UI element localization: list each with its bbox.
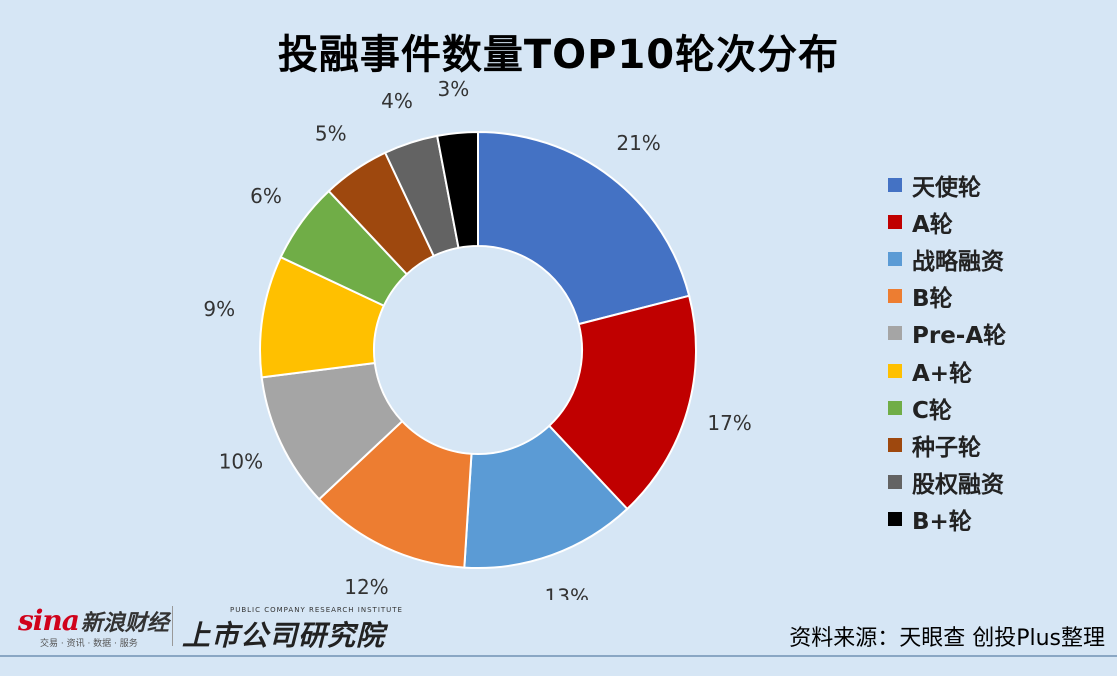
legend-swatch (888, 251, 902, 266)
data-label-B轮: 12% (344, 575, 388, 599)
data-label-天使轮: 21% (616, 131, 660, 155)
legend-label: Pre-A轮 (912, 323, 1007, 350)
legend-label: 战略融资 (912, 248, 1004, 275)
sina-logo-word: sina (18, 604, 80, 637)
data-label-A轮: 17% (707, 411, 751, 435)
legend-swatch (888, 400, 902, 415)
legend-label: B轮 (912, 286, 953, 313)
legend-swatch (888, 437, 902, 452)
legend-item-A轮: A轮 (888, 203, 1006, 240)
data-label-B+轮: 3% (437, 77, 469, 101)
slice-天使轮 (477, 130, 691, 326)
footer-rule (0, 655, 1117, 657)
legend-swatch (888, 363, 902, 378)
legend-swatch (888, 475, 902, 490)
donut-hole (375, 247, 581, 453)
legend-item-B轮: B轮 (888, 278, 1006, 315)
data-label-股权融资: 4% (381, 89, 413, 113)
legend-item-股权融资: 股权融资 (888, 464, 1006, 501)
legend-swatch (888, 289, 902, 304)
slice-A轮 (547, 294, 697, 511)
legend-item-天使轮: 天使轮 (888, 166, 1006, 203)
sina-finance-logo: sina新浪财经 交易 · 资讯 · 数据 · 服务 (18, 604, 169, 649)
legend-swatch (888, 214, 902, 229)
institute-logo-en: PUBLIC COMPANY RESEARCH INSTITUTE (230, 606, 403, 614)
legend-label: C轮 (912, 397, 952, 424)
data-label-Pre-A轮: 10% (219, 450, 263, 474)
data-label-A+轮: 9% (203, 297, 235, 321)
logo-divider (172, 606, 173, 646)
slice-B+轮 (435, 130, 479, 250)
data-label-种子轮: 5% (315, 121, 347, 145)
chart-legend: 天使轮 A轮战略融资 B轮 Pre-A轮 A+轮 C轮种子轮股权融资 B+轮 (888, 166, 1006, 538)
legend-label: A轮 (912, 211, 953, 238)
legend-item-战略融资: 战略融资 (888, 240, 1006, 277)
sina-logo-subtitle: 交易 · 资讯 · 数据 · 服务 (40, 639, 138, 649)
slice-战略融资 (463, 424, 629, 569)
data-label-战略融资: 13% (545, 585, 589, 600)
legend-label: A+轮 (912, 360, 973, 387)
institute-logo-cn: 上市公司研究院 (182, 619, 386, 652)
legend-item-种子轮: 种子轮 (888, 426, 1006, 463)
legend-item-C轮: C轮 (888, 389, 1006, 426)
donut-chart: 21% 17% 13% 12% 10% 9% 6% 5% 4% 3% (203, 77, 751, 600)
legend-item-B+轮: B+轮 (888, 501, 1006, 538)
legend-swatch (888, 512, 902, 527)
legend-item-Pre-A轮: Pre-A轮 (888, 315, 1006, 352)
legend-swatch (888, 326, 902, 341)
research-institute-logo: PUBLIC COMPANY RESEARCH INSTITUTE 上市公司研究… (182, 606, 403, 654)
legend-item-A+轮: A+轮 (888, 352, 1006, 389)
legend-label: 天使轮 (912, 174, 981, 201)
data-source-note: 资料来源：天眼查 创投Plus整理 (789, 626, 1105, 651)
sina-logo-cn: 新浪财经 (80, 611, 169, 636)
legend-swatch (888, 177, 902, 192)
chart-title: 投融事件数量TOP10轮次分布 (277, 32, 840, 78)
legend-label: 种子轮 (912, 434, 981, 461)
legend-label: B+轮 (912, 509, 972, 536)
legend-label: 股权融资 (912, 472, 1004, 499)
data-label-C轮: 6% (250, 184, 282, 208)
